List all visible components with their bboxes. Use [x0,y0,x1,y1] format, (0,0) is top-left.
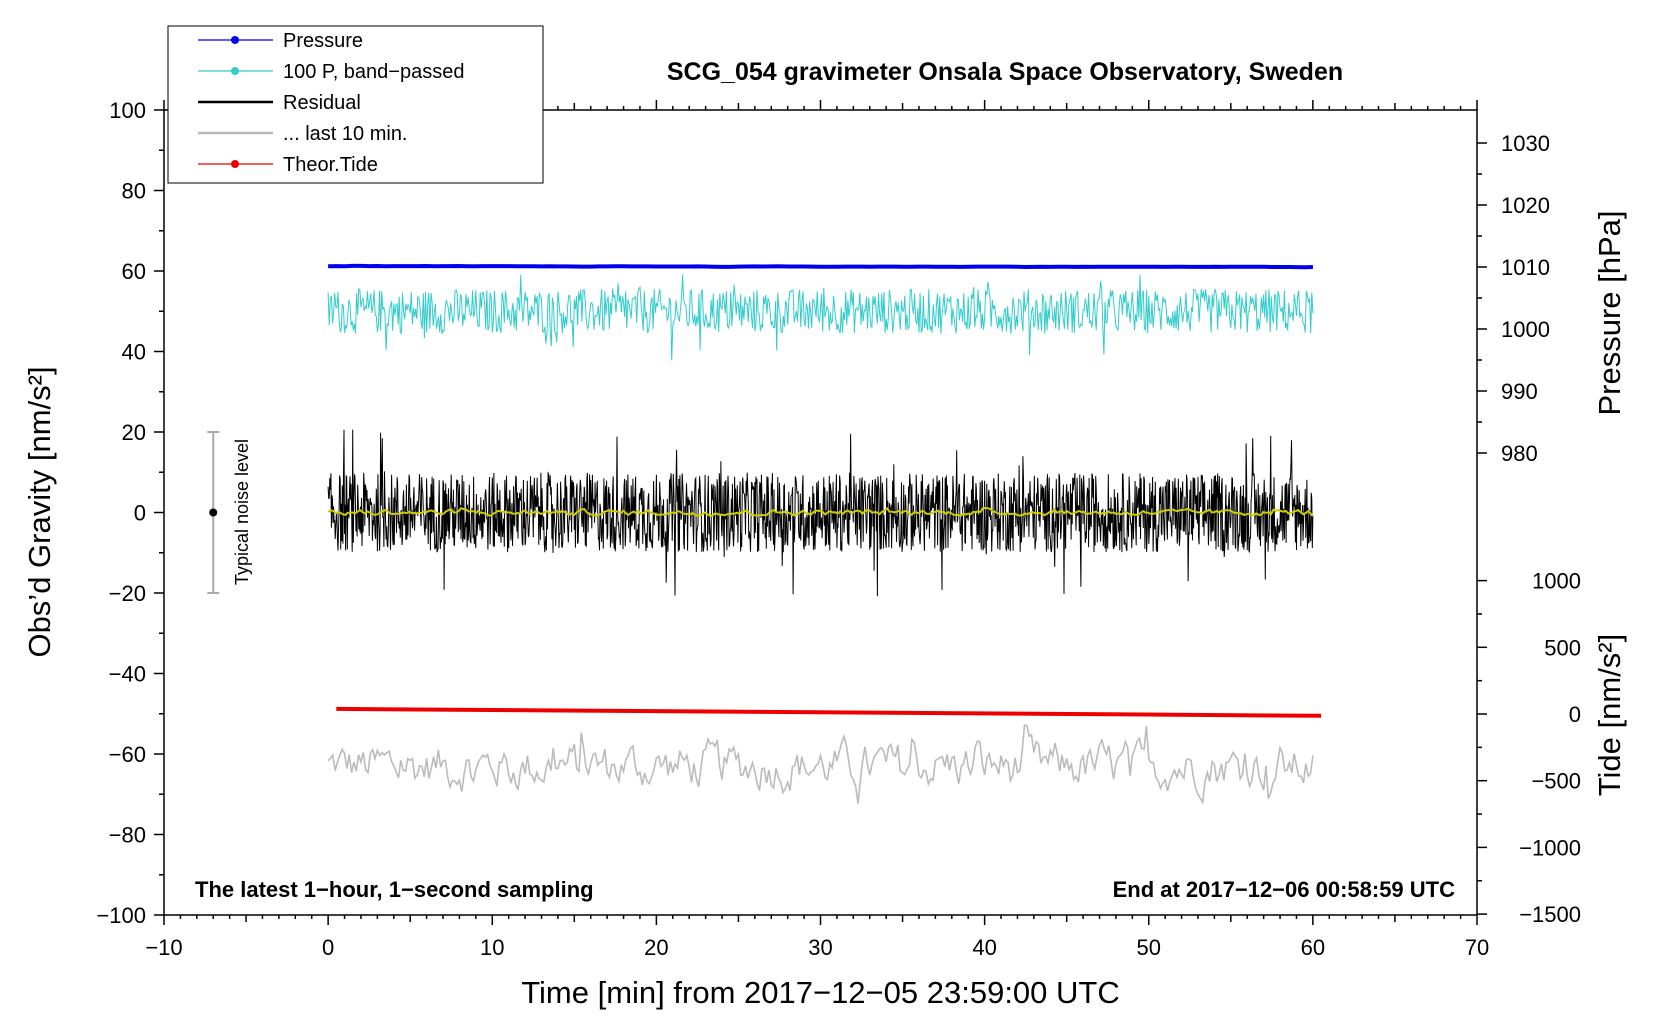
x-tick-label: 40 [972,935,996,960]
x-tick-label: 20 [644,935,668,960]
x-tick-label: 10 [480,935,504,960]
pressure-tick-label: 1020 [1501,193,1550,218]
x-tick-label: −10 [145,935,182,960]
tide-tick-label: 500 [1544,635,1581,660]
noise-label: Typical noise level [232,439,252,585]
tide-tick-label: 0 [1569,702,1581,727]
y-tick-label: −20 [109,581,146,606]
noise-bar-center [209,508,218,517]
legend-label: Pressure [283,30,363,52]
legend-swatch-marker [231,67,239,75]
legend-swatch-marker [231,160,239,168]
y-axis-title-tide: Tide [nm/s²] [1592,634,1627,797]
series-residual-smoothed [327,506,1314,518]
y-tick-label: −80 [109,823,146,848]
y-tick-label: −60 [109,742,146,767]
series-band-passed-pressure [327,274,1314,361]
series-theor-tide [336,706,1322,718]
y-tick-label: −40 [109,662,146,687]
tide-tick-label: 1000 [1532,569,1581,594]
legend-swatch-marker [231,36,239,44]
y-axis-title-pressure: Pressure [hPa] [1592,210,1627,415]
pressure-tick-label: 980 [1501,441,1538,466]
x-tick-label: 50 [1137,935,1161,960]
y-tick-label: 80 [122,179,146,204]
x-axis-title: Time [min] from 2017−12−05 23:59:00 UTC [521,975,1120,1010]
legend-label: ... last 10 min. [283,123,408,145]
annotation-right: End at 2017−12−06 00:58:59 UTC [1113,877,1456,902]
x-tick-label: 70 [1465,935,1489,960]
y-tick-label: −100 [96,903,146,928]
tide-tick-label: −500 [1531,769,1581,794]
tide-tick-label: −1000 [1519,835,1581,860]
pressure-tick-label: 1030 [1501,131,1550,156]
y-axis-title-left: Obs’d Gravity [nm/s²] [22,366,57,657]
y-tick-label: 60 [122,259,146,284]
y-tick-label: 40 [122,340,146,365]
legend-box [167,25,544,184]
legend-label: Residual [283,92,361,114]
annotation-left: The latest 1−hour, 1−second sampling [195,877,594,902]
series-pressure [328,263,1313,270]
legend-label: 100 P, band−passed [283,61,464,83]
x-tick-label: 30 [808,935,832,960]
y-tick-label: 20 [122,420,146,445]
y-tick-label: 0 [134,501,146,526]
series-residual [327,429,1314,597]
pressure-tick-label: 990 [1501,379,1538,404]
pressure-tick-label: 1010 [1501,255,1550,280]
legend-label: Theor.Tide [283,154,378,176]
y-tick-label: 100 [109,98,146,123]
x-tick-label: 60 [1301,935,1325,960]
tide-tick-label: −1500 [1519,902,1581,927]
pressure-tick-label: 1000 [1501,317,1550,342]
series-last-10-min [327,724,1314,805]
x-tick-label: 0 [322,935,334,960]
chart-title: SCG_054 gravimeter Onsala Space Observat… [667,58,1343,86]
